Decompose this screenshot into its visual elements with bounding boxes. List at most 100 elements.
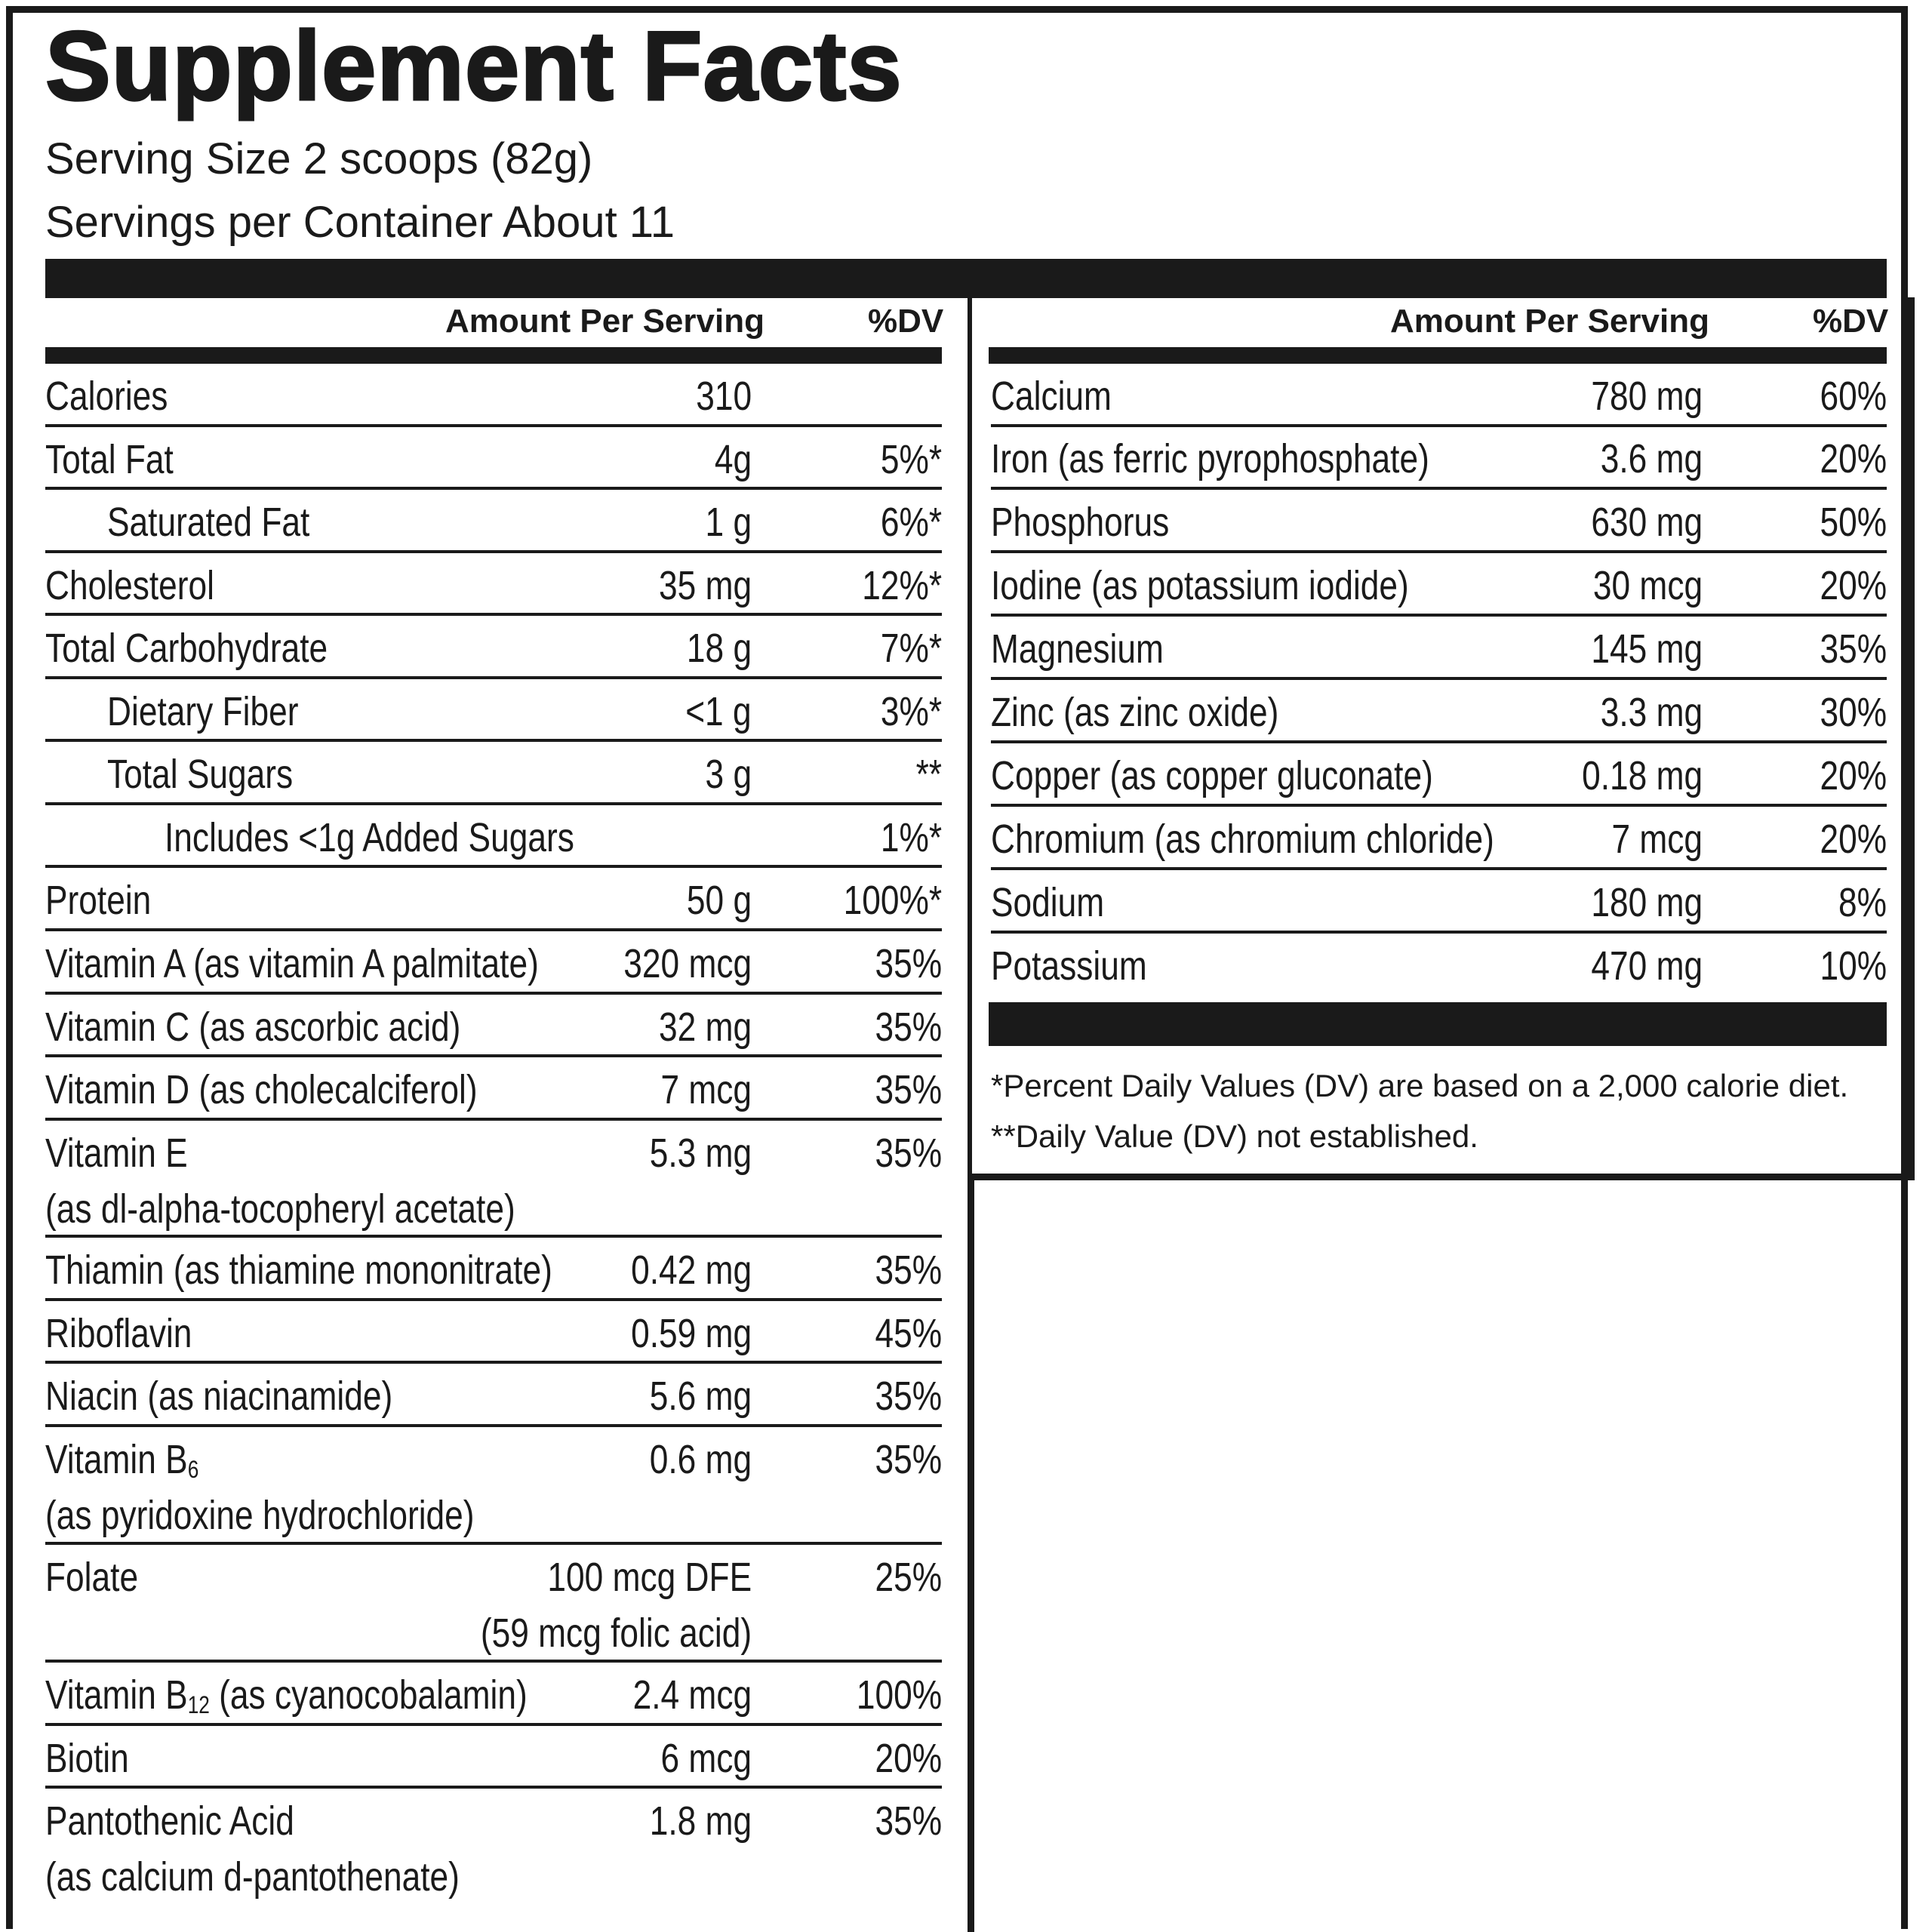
left-header-amount: Amount Per Serving [445,303,764,340]
nutrient-name-text: Niacin (as niacinamide) [45,1374,393,1419]
nutrient-row: Vitamin B6 (as pyridoxine hydrochloride) 0… [45,1427,942,1545]
nutrient-name-text: Calories [45,374,168,419]
nutrient-name-text: Protein [45,878,152,923]
nutrient-row: Zinc (as zinc oxide) 3.3 mg 30% [991,680,1887,743]
nutrient-name: Folate [45,1557,138,1598]
nutrient-dv: 35% [875,1131,942,1176]
nutrient-dv: 12%* [862,563,942,608]
nutrient-row: Vitamin D (as cholecalciferol) 7 mcg 35% [45,1057,942,1121]
nutrient-row: Riboflavin 0.59 mg 45% [45,1301,942,1364]
nutrient-name-text: Total Carbohydrate [45,626,328,671]
nutrient-amount: 0.18 mg [1581,753,1703,798]
nutrient-row: Phosphorus 630 mg 50% [991,490,1887,553]
left-panel-edge [968,1174,974,1932]
nutrient-row: Niacin (as niacinamide) 5.6 mg 35% [45,1364,942,1427]
nutrient-row: Dietary Fiber <1 g 3%* [45,679,942,742]
nutrient-row: Magnesium 145 mg 35% [991,617,1887,680]
nutrient-name-text: Folate [45,1555,139,1600]
nutrient-dv: 100% [856,1672,942,1718]
nutrient-name-text: Total Sugars [107,752,294,797]
nutrient-dv: 6%* [880,500,942,545]
nutrient-name: Total Fat [45,439,174,480]
right-header-divider [989,347,1887,364]
nutrient-amount: 32 mg [658,1004,752,1050]
nutrient-name: Niacin (as niacinamide) [45,1376,392,1417]
label-title: Supplement Facts [45,11,903,121]
nutrient-amount: 470 mg [1591,943,1703,989]
servings-per-container: Servings per Container About 11 [45,198,675,247]
nutrient-dv: 20% [1820,436,1887,481]
nutrient-amount: 180 mg [1591,880,1703,925]
nutrient-dv: 35% [875,941,942,986]
nutrient-row: Sodium 180 mg 8% [991,870,1887,934]
nutrient-amount: 7 mcg [660,1067,752,1112]
nutrient-dv: 50% [1820,500,1887,545]
serving-size: Serving Size 2 scoops (82g) [45,134,593,183]
nutrient-row: Total Carbohydrate 18 g 7%* [45,616,942,679]
nutrient-name-text: Vitamin B [45,1437,188,1482]
nutrient-row: Vitamin A (as vitamin A palmitate) 320 mc… [45,931,942,995]
nutrient-dv: ** [915,752,942,797]
nutrient-dv: 20% [1820,817,1887,862]
nutrient-amount: 35 mg [658,563,752,608]
nutrient-name: Copper (as copper gluconate) [991,753,1433,798]
nutrient-row: Total Fat 4g 5%* [45,427,942,490]
nutrient-name-text: Riboflavin [45,1311,192,1356]
nutrient-name: Saturated Fat [107,502,309,543]
nutrient-name-text: Cholesterol [45,563,214,608]
nutrient-name: Vitamin A (as vitamin A palmitate) [45,943,539,984]
nutrient-amount: 50 g [686,878,752,923]
nutrient-name-text: Saturated Fat [107,500,310,545]
nutrient-name: Biotin [45,1738,129,1779]
nutrient-row: Includes <1g Added Sugars 1%* [45,805,942,868]
nutrient-name: Iron (as ferric pyrophosphate) [991,436,1429,481]
nutrient-name: Riboflavin [45,1313,192,1354]
nutrient-amount: 145 mg [1591,626,1703,672]
nutrient-name-text: Vitamin D (as cholecalciferol) [45,1067,478,1112]
thick-divider-top [45,259,1887,298]
nutrient-row: Pantothenic Acid (as calcium d-pantothena… [45,1789,942,1902]
nutrient-row: Potassium 470 mg 10% [991,934,1887,997]
nutrient-amount: 30 mcg [1592,563,1703,608]
nutrient-dv: 8% [1838,880,1887,925]
nutrient-dv: 60% [1820,374,1887,419]
nutrient-name-text: Vitamin E [45,1131,188,1176]
nutrient-name-line2: (as calcium d-pantothenate) [45,1854,460,1900]
nutrient-dv: 3%* [880,689,942,734]
nutrient-name: Total Sugars [107,754,293,795]
nutrient-amount: 630 mg [1591,500,1703,545]
nutrient-dv: 35% [875,1374,942,1419]
nutrient-row: Biotin 6 mcg 20% [45,1726,942,1789]
nutrient-name-text: Vitamin C (as ascorbic acid) [45,1004,461,1050]
nutrient-amount: 3 g [705,752,752,797]
left-header-divider [45,347,942,364]
nutrient-name-text: Vitamin A (as vitamin A palmitate) [45,941,539,986]
footnote-percent-dv: *Percent Daily Values (DV) are based on … [991,1068,1849,1103]
nutrient-row: Vitamin B12 (as cyanocobalamin) 2.4 mcg 10… [45,1663,942,1726]
nutrient-amount: 1.8 mg [649,1798,752,1844]
nutrient-name: Vitamin C (as ascorbic acid) [45,1007,460,1048]
nutrient-name-text: Biotin [45,1736,129,1781]
nutrient-name-line2: (as pyridoxine hydrochloride) [45,1493,475,1538]
nutrient-name-subscript: 6 [187,1456,199,1483]
nutrient-row: Vitamin E (as dl-alpha-tocopheryl acetate… [45,1121,942,1238]
nutrient-name-text: Total Fat [45,437,174,482]
nutrient-dv: 35% [875,1437,942,1482]
nutrient-name-rest: (as cyanocobalamin) [209,1672,528,1718]
nutrient-name: Dietary Fiber [107,691,298,732]
nutrient-dv: 20% [1820,753,1887,798]
nutrient-dv: 1%* [880,815,942,860]
nutrient-dv: 20% [1820,563,1887,608]
right-panel-border [968,297,1915,1180]
nutrient-name: Vitamin E [45,1133,188,1174]
nutrient-name-text: Vitamin B [45,1672,188,1718]
nutrient-name-text: Includes <1g Added Sugars [165,815,574,860]
nutrient-row: Protein 50 g 100%* [45,868,942,931]
nutrient-name: Vitamin B6 [45,1437,199,1483]
nutrient-name-text: Pantothenic Acid [45,1798,294,1844]
nutrient-dv: 35% [875,1004,942,1050]
nutrient-name: Thiamin (as thiamine mononitrate) [45,1250,552,1291]
nutrient-row: Iron (as ferric pyrophosphate) 3.6 mg 20% [991,426,1887,490]
nutrient-dv: 35% [1820,626,1887,672]
